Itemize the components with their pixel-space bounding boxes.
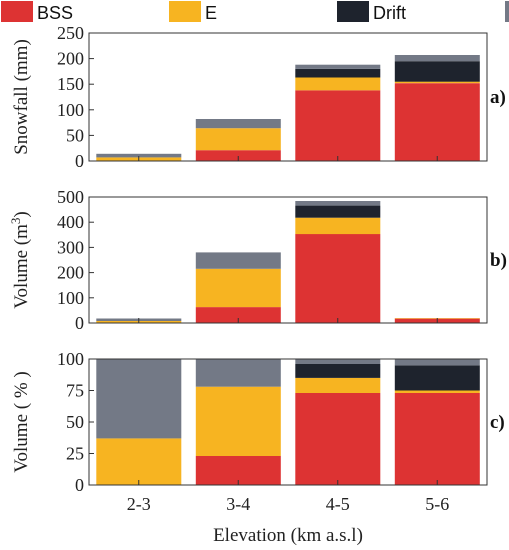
bar-e-3-4 xyxy=(195,128,281,151)
y-tick-label: 400 xyxy=(57,212,84,232)
panel-label: b) xyxy=(490,250,507,271)
plot-frame xyxy=(88,32,488,162)
legend-swatch-drift xyxy=(337,1,369,22)
bar-melt-3-4 xyxy=(195,252,281,269)
y-tick-label: 25 xyxy=(66,444,84,464)
bar-melt-2-3 xyxy=(96,153,182,158)
bar-melt-4-5 xyxy=(295,359,381,364)
bar-drift-4-5 xyxy=(295,364,381,378)
bar-bss-4-5 xyxy=(295,90,381,161)
legend-entry-drift: Drift xyxy=(337,1,406,23)
bar-melt-3-4 xyxy=(195,359,281,387)
bar-bss-4-5 xyxy=(295,393,381,485)
bar-e-4-5 xyxy=(295,77,381,91)
bar-bss-5-6 xyxy=(394,83,480,161)
bar-drift-5-6 xyxy=(394,61,480,82)
bar-e-4-5 xyxy=(295,217,381,235)
bar-drift-4-5 xyxy=(295,205,381,218)
x-tick-label: 2-3 xyxy=(127,494,151,514)
legend-swatch-bss xyxy=(1,1,33,22)
y-tick-label: 500 xyxy=(57,187,84,207)
legend-label: E xyxy=(205,3,217,23)
bar-melt-3-4 xyxy=(195,119,281,129)
bar-drift-5-6 xyxy=(394,365,480,391)
x-tick-label: 3-4 xyxy=(226,494,250,514)
y-axis-label: Volume (m3) xyxy=(8,211,32,308)
legend-swatch-e xyxy=(169,1,201,22)
panel-c: 0 25 50 75 100 Volume ( % ) c) 2-3 3-4 4-5 5-6 xyxy=(11,349,505,514)
legend: BSS E Drift Melt xyxy=(1,1,509,23)
y-tick-label: 50 xyxy=(66,412,84,432)
bar-e-4-5 xyxy=(295,377,381,393)
y-tick-label: 0 xyxy=(75,151,84,171)
legend-entry-bss: BSS xyxy=(1,1,73,23)
bar-bss-3-4 xyxy=(195,150,281,161)
plot-frame xyxy=(88,196,488,324)
panel-label: a) xyxy=(490,87,506,108)
bar-melt-4-5 xyxy=(295,201,381,206)
bar-bss-4-5 xyxy=(295,234,381,323)
legend-label: BSS xyxy=(37,3,73,23)
bar-e-5-6 xyxy=(394,81,480,84)
y-tick-label: 250 xyxy=(57,23,84,43)
bar-melt-2-3 xyxy=(96,359,182,439)
bar-melt-4-5 xyxy=(295,64,381,69)
y-axis-label: Volume ( % ) xyxy=(11,371,32,473)
y-tick-label: 75 xyxy=(66,381,84,401)
bar-e-5-6 xyxy=(394,390,480,393)
y-tick-label: 150 xyxy=(57,74,84,94)
y-tick-label: 100 xyxy=(57,288,84,308)
bar-melt-5-6 xyxy=(394,359,480,366)
y-tick-label: 300 xyxy=(57,237,84,257)
legend-entry-melt: Melt xyxy=(505,1,509,22)
panel-b: 0 100 200 300 400 500 Volume (m3) b) xyxy=(8,187,507,333)
y-tick-label: 200 xyxy=(57,49,84,69)
y-tick-label: 200 xyxy=(57,263,84,283)
bar-e-2-3 xyxy=(96,438,182,485)
legend-label: Drift xyxy=(373,3,406,23)
x-tick-label: 4-5 xyxy=(326,494,350,514)
bar-e-3-4 xyxy=(195,386,281,456)
legend-swatch-melt xyxy=(505,1,509,22)
y-tick-label: 0 xyxy=(75,475,84,495)
bar-melt-5-6 xyxy=(394,55,480,62)
bar-bss-3-4 xyxy=(195,307,281,323)
bar-e-3-4 xyxy=(195,268,281,308)
panel-label: c) xyxy=(490,412,505,433)
x-tick-label: 5-6 xyxy=(425,494,449,514)
y-tick-label: 100 xyxy=(57,349,84,369)
x-axis-label: Elevation (km a.s.l) xyxy=(213,525,363,546)
legend-entry-e: E xyxy=(169,1,217,23)
y-tick-label: 0 xyxy=(75,313,84,333)
bar-bss-5-6 xyxy=(394,393,480,485)
y-tick-label: 50 xyxy=(66,125,84,145)
y-axis-label: Snowfall (mm) xyxy=(11,39,32,155)
y-tick-label: 100 xyxy=(57,100,84,120)
panel-a: 0 50 100 150 200 250 Snowfall (mm) a) xyxy=(11,23,506,171)
bar-drift-4-5 xyxy=(295,68,381,78)
